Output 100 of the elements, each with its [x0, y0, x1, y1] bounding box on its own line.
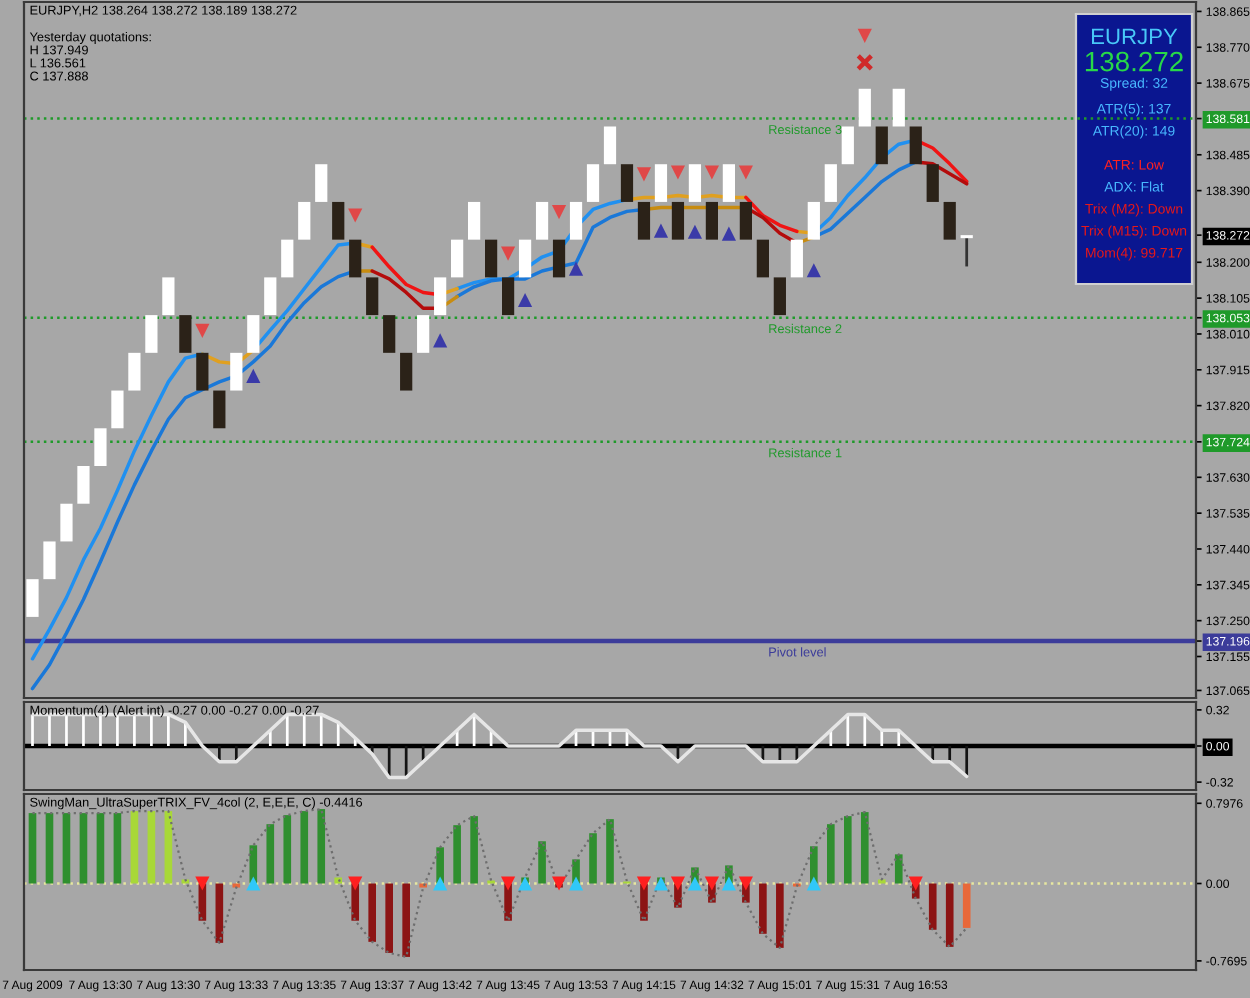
- point: [246, 368, 261, 383]
- candlestick: [688, 164, 702, 202]
- point: [568, 261, 584, 276]
- candlestick: [603, 126, 617, 165]
- bar: [402, 883, 410, 957]
- candlestick: [332, 201, 345, 240]
- bar: [130, 811, 139, 884]
- candlestick: [960, 235, 973, 268]
- candlestick: [298, 201, 311, 240]
- point: [348, 208, 363, 223]
- candlestick: [434, 277, 447, 316]
- bar: [470, 816, 478, 884]
- bar: [62, 813, 71, 884]
- bar: [843, 816, 852, 884]
- candlestick: [247, 315, 260, 353]
- candlestick: [281, 239, 294, 278]
- candlestick: [77, 466, 90, 504]
- candlestick: [586, 164, 600, 202]
- point: [433, 333, 448, 348]
- point: [551, 205, 567, 220]
- bar: [894, 854, 903, 884]
- candlestick: [671, 201, 685, 240]
- candlestick: [756, 239, 769, 278]
- candlestick: [637, 201, 651, 240]
- candlestick: [468, 201, 481, 240]
- candlestick: [824, 164, 837, 202]
- bar: [538, 841, 546, 884]
- bar: [28, 813, 37, 884]
- candlestick: [807, 201, 820, 240]
- point: [517, 292, 533, 308]
- bar: [113, 813, 122, 884]
- bar: [826, 824, 835, 884]
- candlestick: [43, 541, 56, 580]
- point: [501, 246, 516, 261]
- candlestick: [484, 239, 498, 278]
- candlestick: [145, 315, 158, 353]
- point: [857, 28, 872, 44]
- bar: [368, 883, 377, 942]
- point: [704, 165, 719, 180]
- candlestick: [926, 164, 939, 202]
- bar: [860, 812, 869, 884]
- bar: [385, 883, 394, 953]
- bar: [96, 813, 105, 884]
- candlestick: [60, 503, 73, 542]
- bar: [759, 883, 767, 934]
- candlestick: [790, 239, 803, 278]
- bar: [317, 809, 326, 884]
- candlestick: [383, 315, 396, 353]
- candlestick: [162, 277, 175, 316]
- candlestick: [705, 201, 719, 240]
- candlestick: [535, 201, 549, 240]
- candlestick: [773, 277, 786, 316]
- candlestick: [128, 352, 141, 391]
- candlestick: [264, 277, 277, 316]
- bar: [776, 883, 784, 948]
- bar: [589, 833, 597, 884]
- candlestick: [739, 201, 752, 240]
- candlestick: [26, 579, 39, 617]
- candlestick: [552, 239, 566, 278]
- candlestick: [451, 239, 464, 278]
- point: [653, 223, 669, 238]
- candlestick: [569, 201, 583, 240]
- point: [806, 263, 821, 278]
- candlestick: [722, 164, 736, 202]
- candlestick: [875, 126, 888, 165]
- bar: [79, 813, 88, 884]
- bar: [164, 811, 173, 884]
- bar: [606, 819, 614, 884]
- candlestick: [620, 164, 634, 202]
- candlestick: [892, 88, 905, 127]
- candlestick: [909, 126, 922, 165]
- candlestick: [417, 315, 430, 353]
- candlestick: [179, 315, 192, 353]
- bar: [334, 877, 343, 884]
- line-series: [31, 807, 968, 959]
- candlestick: [315, 164, 328, 202]
- candlestick: [501, 277, 515, 316]
- candlestick: [94, 428, 107, 466]
- point: [721, 226, 736, 241]
- candlestick: [654, 164, 668, 202]
- bar: [962, 883, 971, 928]
- candlestick: [230, 352, 243, 391]
- candlestick: [943, 201, 956, 240]
- point: [687, 224, 703, 239]
- candlestick: [400, 352, 413, 391]
- point: [670, 165, 686, 180]
- candlestick: [349, 239, 362, 278]
- candlestick: [196, 352, 209, 391]
- bar: [300, 811, 309, 884]
- bar: [928, 883, 937, 930]
- point: [636, 167, 652, 182]
- candlestick: [841, 126, 854, 165]
- point: [738, 165, 753, 180]
- bar: [945, 883, 954, 947]
- bar: [147, 811, 156, 884]
- point: [195, 323, 210, 339]
- bar: [283, 815, 292, 884]
- candlestick: [213, 390, 226, 429]
- candlestick: [366, 277, 379, 316]
- bar: [453, 825, 461, 884]
